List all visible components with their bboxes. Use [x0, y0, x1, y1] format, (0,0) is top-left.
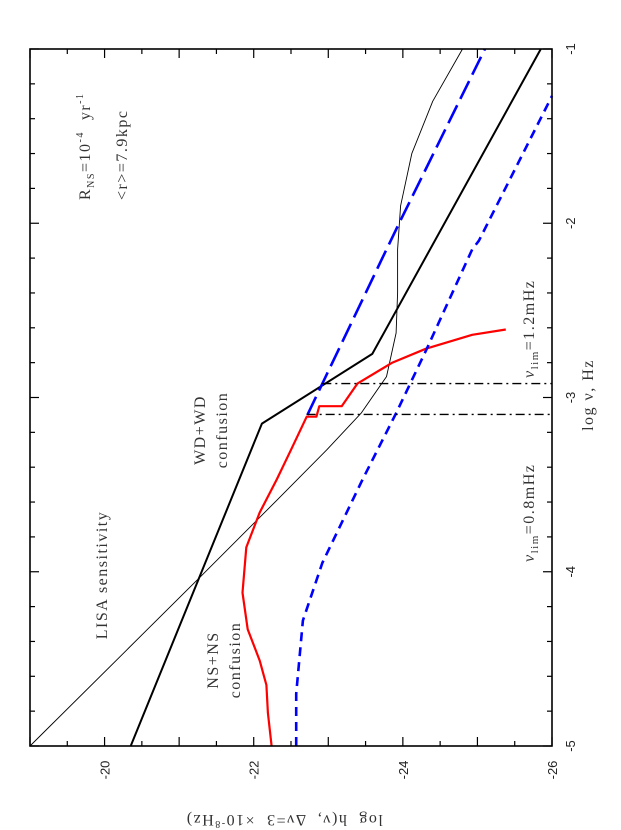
x-tick-label: -5 — [563, 740, 578, 752]
y-tick-label: -20 — [98, 761, 113, 780]
nu12-nu: ν — [521, 369, 538, 378]
label-wdwd-line1: WD+WD — [192, 395, 209, 465]
x-tick-label: -1 — [563, 43, 578, 55]
rate-exp: -4 — [75, 131, 86, 142]
nu12-val: =1.2mHz — [521, 280, 538, 351]
label-nu-lim-12: νlim=1.2mHz — [521, 280, 541, 378]
label-lisa-sensitivity: LISA sensitivity — [94, 511, 111, 639]
y-label-tail: Hz) — [185, 811, 213, 828]
nu12-sub: lim — [529, 350, 541, 369]
y-label-main: log h(ν, Δν=3 ×10 — [225, 811, 383, 828]
plot-frame — [29, 48, 553, 747]
label-rate: RNS=10-4 yr-1 — [75, 92, 97, 200]
series-nsns-line — [241, 328, 506, 747]
x-tick-label: -3 — [563, 392, 578, 404]
nu08-nu: ν — [521, 553, 538, 562]
nu08-val: =0.8mHz — [521, 464, 538, 535]
x-axis-label: log ν, Hz — [580, 359, 597, 431]
rate-unit: yr — [77, 104, 94, 131]
y-tick-label: -24 — [396, 761, 411, 780]
label-nsns-line1: NS+NS — [205, 631, 222, 688]
x-tick-label: -2 — [563, 217, 578, 229]
label-nsns-line2: confusion — [227, 622, 244, 699]
series-blue_short-line — [294, 95, 554, 746]
y-axis-label: log h(ν, Δν=3 ×10-8Hz) — [185, 811, 383, 829]
y-tick-label: -26 — [545, 761, 560, 780]
series-blue_long-line — [306, 48, 487, 416]
series-wdwd-line — [129, 48, 542, 747]
y-label-exp: -8 — [214, 818, 225, 829]
nu08-sub: lim — [529, 534, 541, 553]
label-nu-lim-08: νlim=0.8mHz — [521, 464, 541, 562]
label-wdwd-line2: confusion — [214, 392, 231, 469]
x-tick-label: -4 — [563, 566, 578, 578]
ticks: -5 -4 -3 -2 -1 -20 -22 -24 -26 — [29, 43, 578, 780]
rate-r: R — [77, 188, 94, 200]
label-distance: <r>=7.9kpc — [114, 110, 131, 201]
rate-unit-exp: -1 — [75, 92, 86, 103]
y-tick-label: -22 — [247, 761, 262, 780]
rate-eq: =10 — [77, 143, 94, 173]
series-lisa-line — [29, 48, 463, 747]
rate-sub: NS — [86, 172, 97, 188]
plot-marks — [29, 48, 554, 747]
